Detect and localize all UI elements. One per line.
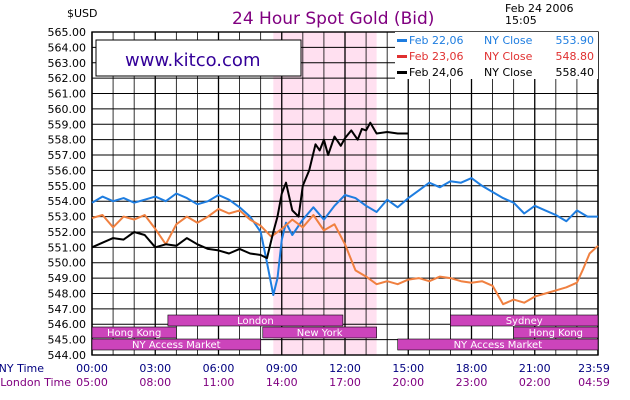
x-tick-label: 02:00 [519,376,551,389]
y-tick-label: 547.00 [48,303,87,316]
y-axis: 565.00 564.00 563.00 562.00 561.00 560.00 559.… [48,26,87,362]
y-tick-label: 557.00 [48,149,87,162]
x-tick-label: 05:00 [76,376,108,389]
series-line-feb24 [91,121,409,260]
legend-close: 553.90 [556,34,595,47]
x-tick-label: 17:00 [329,376,361,389]
y-tick-label: 553.00 [48,211,87,224]
x-tick-label: 04:59 [578,376,610,389]
x-tick-label: 14:00 [266,376,298,389]
y-tick-label: 561.00 [48,88,87,101]
x-tick-label: 23:59 [578,362,610,375]
legend-label: NY Close [484,34,533,47]
y-tick-label: 555.00 [48,180,87,193]
x-axis: NY Time 00:00 03:00 06:00 09:00 12:00 15:00 18:… [0,362,610,389]
market-band [91,338,261,351]
series-line-feb22 [91,177,598,296]
legend-date: Feb 24,06 [409,66,463,79]
y-tick-label: 563.00 [48,57,87,70]
x-tick-label: 18:00 [456,362,488,375]
y-tick-label: 549.00 [48,272,87,285]
market-band-label: Hong Kong [107,328,161,339]
chart-time: 15:05 [505,14,537,27]
y-tick-label: 564.00 [48,41,87,54]
y-tick-label: 546.00 [48,318,87,331]
x-tick-label: 23:00 [456,376,488,389]
plot-border [91,31,599,356]
market-band-label: New York [297,328,343,339]
legend-box [395,32,598,79]
x-row-name: NY Time [0,362,44,375]
market-band [262,326,377,339]
y-tick-label: 552.00 [48,226,87,239]
y-tick-label: 551.00 [48,241,87,254]
legend: Feb 22,06 NY Close 553.90 Feb 23,06 NY Close… [395,32,598,79]
x-tick-label: 08:00 [139,376,171,389]
x-tick-label: 21:00 [519,362,551,375]
market-band-label: NY Access Market [132,340,221,351]
market-band-label: Sydney [506,316,543,327]
legend-close: 558.40 [556,66,595,79]
y-tick-label: 559.00 [48,118,87,131]
x-tick-label: 00:00 [76,362,108,375]
x-tick-label: 09:00 [266,362,298,375]
currency-label: $USD [67,7,98,20]
legend-date: Feb 23,06 [409,50,463,63]
y-tick-label: 560.00 [48,103,87,116]
market-band [397,338,599,351]
watermark-box: www.kitco.com [95,39,302,77]
legend-label: NY Close [484,66,533,79]
x-tick-label: 03:00 [139,362,171,375]
legend-swatch [397,71,407,74]
market-band-label: Hong Kong [529,328,583,339]
x-tick-label: 06:00 [203,362,235,375]
market-band [91,326,177,339]
y-tick-label: 544.00 [48,349,87,362]
x-tick-label: 20:00 [392,376,424,389]
series-line-feb23 [91,207,599,306]
y-tick-label: 558.00 [48,134,87,147]
y-tick-label: 548.00 [48,287,87,300]
legend-date: Feb 22,06 [409,34,463,47]
legend-close: 548.80 [556,50,595,63]
london-session-band [273,32,377,355]
x-tick-label: 11:00 [203,376,235,389]
market-band-label: NY Access Market [454,340,543,351]
market-band [513,326,599,339]
market-band [167,314,344,327]
y-tick-label: 562.00 [48,72,87,85]
market-band [450,314,599,327]
x-tick-label: 12:00 [329,362,361,375]
chart-date: Feb 24 2006 [505,2,573,15]
chart-title: 24 Hour Spot Gold (Bid) [232,9,434,29]
legend-swatch [397,55,407,58]
y-tick-label: 550.00 [48,257,87,270]
y-tick-label: 565.00 [48,26,87,39]
market-band-label: London [237,316,274,327]
legend-label: NY Close [484,50,533,63]
x-tick-label: 15:00 [392,362,424,375]
y-tick-label: 556.00 [48,164,87,177]
y-tick-label: 554.00 [48,195,87,208]
x-row-name: London Time [0,376,71,389]
watermark-text: www.kitco.com [125,50,260,71]
y-tick-label: 545.00 [48,334,87,347]
legend-swatch [397,39,407,42]
